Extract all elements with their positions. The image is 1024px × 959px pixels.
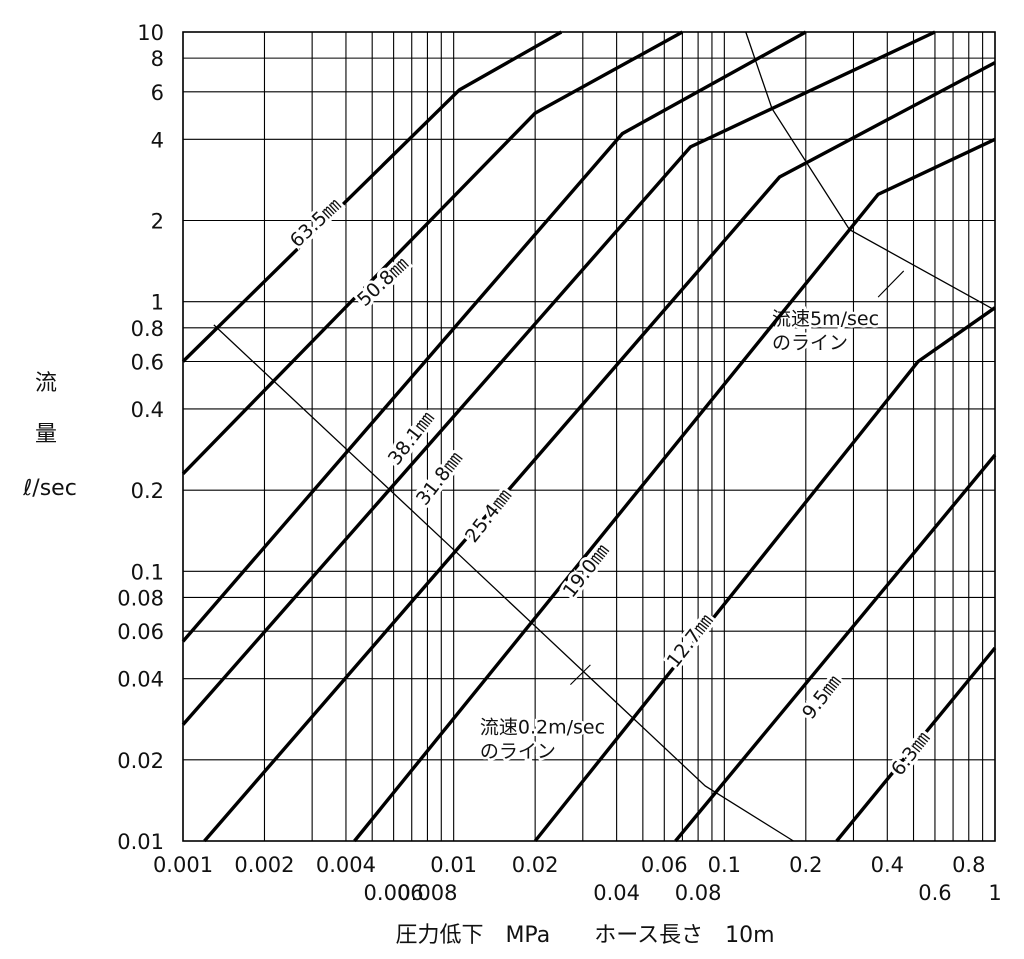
x-tick-label-0-06: 0.06 <box>641 853 688 877</box>
y-tick-label-0-1: 0.1 <box>131 560 164 584</box>
y-tick-label-0-06: 0.06 <box>117 620 164 644</box>
series-line-9-5 <box>674 453 997 843</box>
velocity-label-2-line-2: のライン <box>480 741 556 763</box>
velocity-leader-2 <box>570 664 591 686</box>
series-line-12-7 <box>533 306 996 843</box>
y-tick-label-0-01: 0.01 <box>117 830 164 854</box>
series-label-12-7: 12.7㎜ <box>663 610 718 672</box>
x-tick-label-0-01: 0.01 <box>430 853 477 877</box>
x-tick-label-1: 1 <box>988 881 1001 905</box>
y-tick-label-4: 4 <box>151 128 164 152</box>
velocity-line-2 <box>213 324 794 842</box>
series-label-25-4: 25.4㎜ <box>461 485 516 547</box>
plot-area-border <box>182 31 996 842</box>
x-axis-label: 圧力低下 MPa ホース長さ 10m <box>395 923 774 948</box>
x-tick-label-0-002: 0.002 <box>234 853 294 877</box>
x-tick-label-0-04: 0.04 <box>593 881 640 905</box>
y-tick-label-0-2: 0.2 <box>131 479 164 503</box>
x-tick-label-0-006: 0.006 <box>364 881 424 905</box>
velocity-line-1 <box>745 31 996 311</box>
x-tick-label-0-8: 0.8 <box>952 853 985 877</box>
tick-labels: 10864210.80.60.40.20.10.080.060.040.020.… <box>117 21 1001 905</box>
y-tick-label-10: 10 <box>137 21 164 45</box>
y-tick-label-6: 6 <box>151 81 164 105</box>
series-line-63-5 <box>181 30 563 363</box>
y-tick-label-0-6: 0.6 <box>131 350 164 374</box>
y-axis-label: 流 量 ℓ/sec <box>22 371 77 501</box>
plot-frame <box>182 31 996 842</box>
y-axis-label-unit: ℓ/sec <box>22 476 77 501</box>
y-tick-label-0-02: 0.02 <box>117 749 164 773</box>
y-tick-label-0-04: 0.04 <box>117 668 164 692</box>
x-tick-label-0-004: 0.004 <box>316 853 376 877</box>
velocity-label-1-line-2: のライン <box>772 332 848 354</box>
x-tick-label-0-4: 0.4 <box>871 853 904 877</box>
series-line-25-4 <box>203 61 996 843</box>
x-tick-label-0-08: 0.08 <box>675 881 722 905</box>
velocity-leader-1 <box>877 270 905 298</box>
x-tick-label-0-001: 0.001 <box>153 853 213 877</box>
x-tick-label-0-02: 0.02 <box>512 853 559 877</box>
y-tick-label-1: 1 <box>151 291 164 315</box>
series-label-6-3: 6.3㎜ <box>887 728 935 780</box>
velocity-label-2-line-1: 流速0.2m/sec <box>480 717 605 739</box>
y-axis-label-char-2: 量 <box>35 422 57 447</box>
y-tick-label-8: 8 <box>151 47 164 71</box>
y-tick-label-0-8: 0.8 <box>131 317 164 341</box>
series-line-31-8 <box>181 30 936 726</box>
y-axis-label-char-1: 流 <box>35 371 57 396</box>
series-label-63-5: 63.5㎜ <box>286 194 346 252</box>
series-line-19-0 <box>353 137 996 843</box>
x-tick-label-0-2: 0.2 <box>789 853 822 877</box>
x-tick-label-0-6: 0.6 <box>918 881 951 905</box>
series-line-38-1 <box>181 30 807 643</box>
y-tick-label-0-08: 0.08 <box>117 586 164 610</box>
series-line-6-3 <box>835 646 997 843</box>
y-tick-label-0-4: 0.4 <box>131 398 164 422</box>
velocity-label-1-line-1: 流速5m/sec <box>772 308 879 330</box>
x-tick-label-0-1: 0.1 <box>708 853 741 877</box>
x-tick-label-0-008: 0.008 <box>397 881 457 905</box>
y-tick-label-2: 2 <box>151 209 164 233</box>
series-line-50-8 <box>181 30 684 475</box>
